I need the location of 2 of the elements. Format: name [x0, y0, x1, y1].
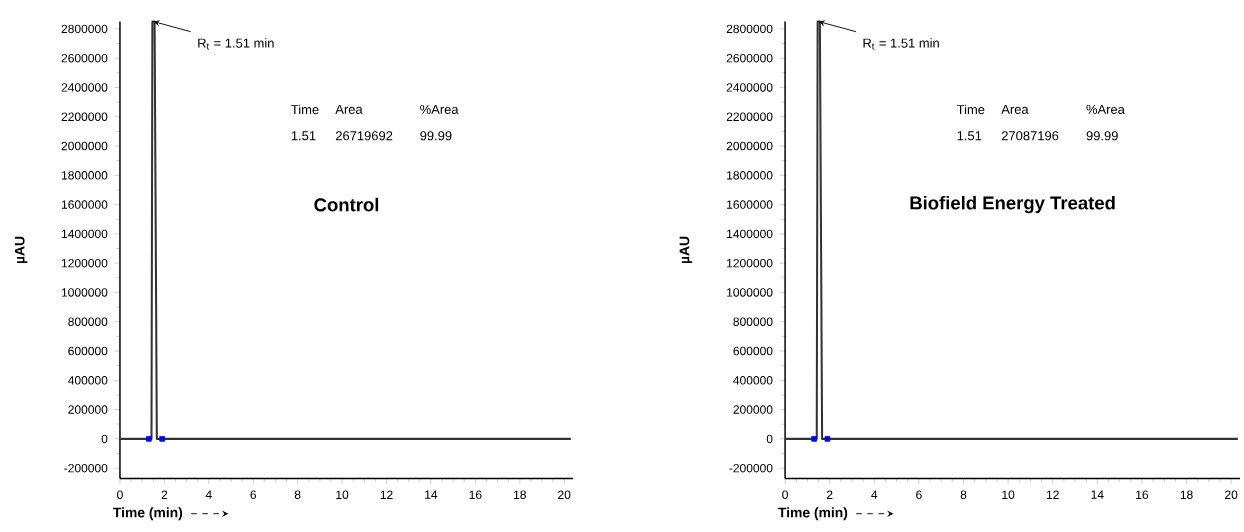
text: Biofield Energy Treated: [910, 196, 1115, 214]
text: Control: [314, 198, 379, 212]
